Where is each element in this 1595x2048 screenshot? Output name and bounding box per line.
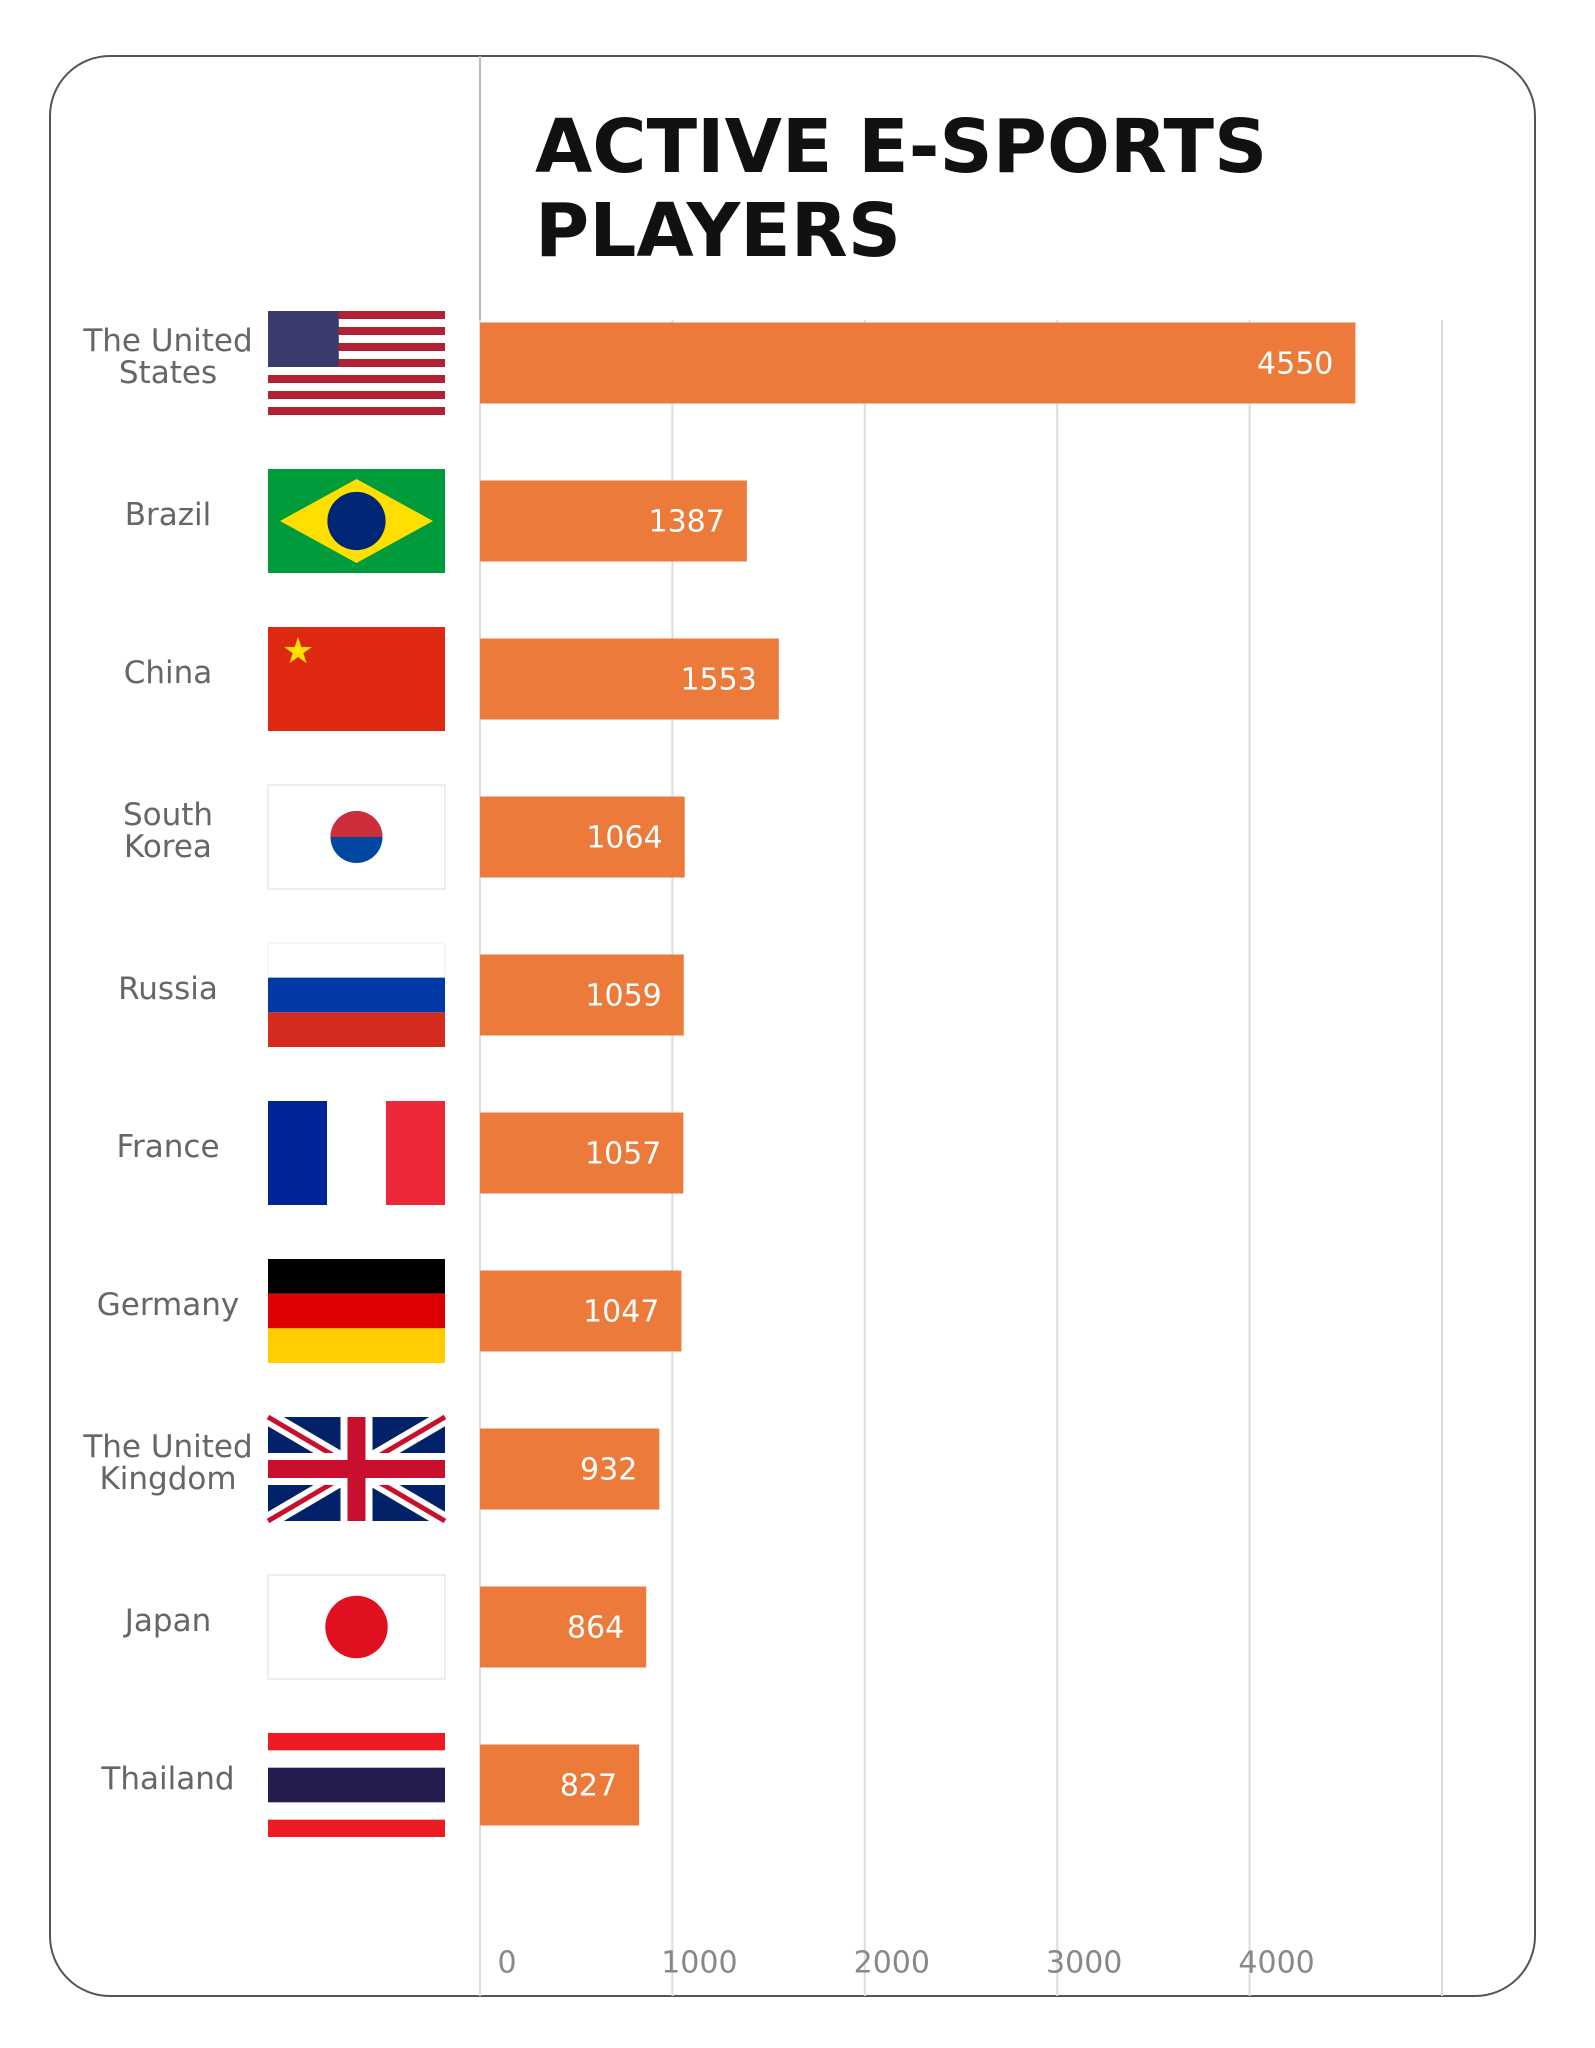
flag-part [327,1101,386,1205]
flag [267,1574,446,1680]
flag-part [268,359,445,367]
flag-part [268,391,445,399]
bar [480,480,747,562]
flag-part [268,343,445,351]
flag-part [268,367,445,375]
flag-part [267,942,446,979]
value-label: 1387 [648,505,724,540]
value-label: 1057 [585,1137,661,1172]
flag-part [268,1293,445,1329]
flag [267,784,446,890]
bar [480,796,685,878]
x-tick-label: 1000 [661,1946,737,1981]
flag-part: ★ [282,631,314,672]
flag-part [386,1101,445,1205]
flag-part [347,1417,366,1521]
category-label: China [123,655,213,691]
bar [480,638,779,720]
x-tick-label: 0 [497,1946,516,1981]
flag-part [268,1767,445,1803]
bar [480,1112,684,1194]
flag [267,942,446,1047]
flag-part [327,491,386,551]
bar [480,322,1356,404]
flag [268,311,445,415]
category-label: France [116,1129,220,1165]
flag [263,1410,450,1528]
category-label: Japan [124,1603,212,1639]
flag-part [268,1101,327,1205]
flag-part [268,1259,445,1294]
x-tick-label: 3000 [1046,1946,1122,1981]
flag-part [268,311,339,367]
bar [480,1270,682,1352]
x-tick-label: 2000 [854,1946,930,1981]
flag: ★ [268,627,445,731]
flag-part [268,311,445,319]
flag-part [325,1595,388,1659]
category-label: Brazil [124,497,212,533]
value-label: 1064 [586,821,662,856]
flag-part [268,351,445,359]
flag-part [268,375,445,383]
flag [268,469,445,573]
category-label: The United Kingdom [83,1429,253,1497]
value-label: 932 [580,1453,637,1488]
flag-part [268,383,445,391]
value-label: 827 [560,1769,617,1804]
bar [480,1744,640,1826]
category-label: Thailand [101,1761,235,1797]
bar [480,1428,660,1510]
flag-part [268,977,445,1013]
flag [268,1733,445,1837]
flag-part [268,1012,445,1047]
category-label: Russia [118,971,218,1007]
flag-part [268,327,445,335]
bar [480,954,684,1036]
flag-part [268,319,445,327]
flag-part [330,811,383,837]
value-label: 4550 [1257,347,1333,382]
chart-title: ACTIVE E-SPORTS PLAYERS [535,104,1268,274]
category-label: South Korea [122,797,214,865]
flag-part [268,407,445,415]
flag [268,1259,445,1363]
flag-part [268,399,445,407]
x-tick-label: 4000 [1238,1946,1314,1981]
card [49,55,1536,1997]
flag [268,1101,445,1205]
flag-part [268,1328,445,1363]
category-label: Germany [96,1287,240,1323]
value-label: 1059 [585,979,661,1014]
value-label: 1047 [583,1295,659,1330]
bar [480,1586,647,1668]
value-label: 1553 [680,663,756,698]
value-label: 864 [567,1611,624,1646]
category-label: The United States [83,323,253,391]
flag-part [268,627,445,731]
flag-part [268,335,445,343]
